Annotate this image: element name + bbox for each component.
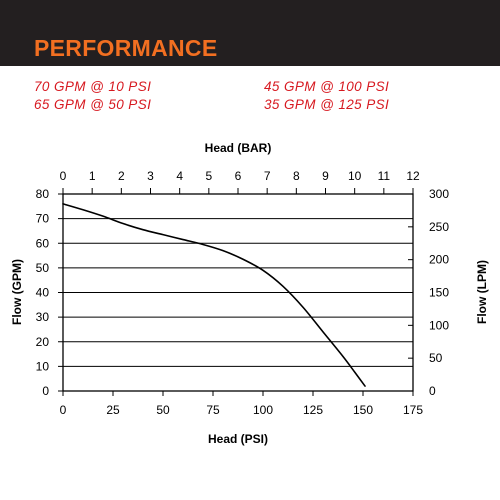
y-tick-label: 80 — [36, 187, 50, 201]
spec-item: 70 GPM @ 10 PSI — [34, 79, 152, 94]
x2-tick-label: 10 — [348, 169, 362, 183]
x-tick-label: 50 — [156, 403, 170, 417]
x-axis-title: Head (PSI) — [208, 432, 268, 446]
x2-tick-label: 8 — [293, 169, 300, 183]
y2-axis-title: Flow (LPM) — [475, 260, 489, 324]
y2-tick-label: 100 — [429, 318, 449, 332]
x-tick-label: 150 — [353, 403, 373, 417]
x-tick-label: 25 — [106, 403, 120, 417]
y2-tick-label: 300 — [429, 187, 449, 201]
x2-axis-title: Head (BAR) — [205, 141, 272, 155]
y2-tick-label: 0 — [429, 384, 436, 398]
x2-tick-label: 0 — [60, 169, 67, 183]
y2-tick-label: 50 — [429, 351, 443, 365]
x2-tick-label: 9 — [322, 169, 329, 183]
x2-tick-label: 2 — [118, 169, 125, 183]
y-tick-label: 10 — [36, 359, 50, 373]
x2-tick-label: 4 — [176, 169, 183, 183]
x2-tick-label: 7 — [264, 169, 271, 183]
x-tick-label: 0 — [60, 403, 67, 417]
y-tick-label: 30 — [36, 310, 50, 324]
x2-tick-label: 5 — [205, 169, 212, 183]
y-tick-label: 60 — [36, 236, 50, 250]
x2-tick-label: 11 — [378, 169, 391, 183]
spec-item: 35 GPM @ 125 PSI — [264, 97, 390, 112]
y-tick-label: 40 — [36, 286, 50, 300]
y-tick-label: 0 — [42, 384, 49, 398]
page-title: PERFORMANCE — [34, 35, 218, 61]
spec-item: 45 GPM @ 100 PSI — [264, 79, 390, 94]
x2-tick-label: 3 — [147, 169, 154, 183]
x-tick-label: 175 — [403, 403, 423, 417]
y-tick-label: 50 — [36, 261, 50, 275]
y2-tick-label: 200 — [429, 253, 449, 267]
x-tick-label: 75 — [206, 403, 220, 417]
performance-curve — [62, 203, 366, 387]
x2-tick-label: 1 — [89, 169, 96, 183]
y-tick-label: 70 — [36, 212, 50, 226]
y2-tick-label: 250 — [429, 220, 449, 234]
spec-item: 65 GPM @ 50 PSI — [34, 97, 152, 112]
plot-frame — [62, 193, 414, 392]
y2-tick-label: 150 — [429, 286, 449, 300]
x-tick-label: 100 — [253, 403, 273, 417]
x2-tick-label: 12 — [406, 169, 420, 183]
y-axis-title: Flow (GPM) — [10, 259, 24, 325]
x2-tick-label: 6 — [235, 169, 242, 183]
y-tick-label: 20 — [36, 335, 50, 349]
x-tick-label: 125 — [303, 403, 323, 417]
header-banner: PERFORMANCE — [0, 0, 500, 66]
